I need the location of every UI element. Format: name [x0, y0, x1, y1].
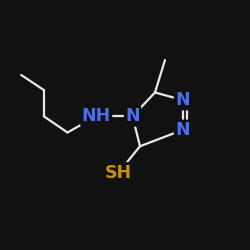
Text: N: N — [125, 107, 140, 125]
Text: N: N — [175, 91, 190, 109]
Text: SH: SH — [105, 164, 132, 182]
Text: N: N — [175, 121, 190, 139]
Text: NH: NH — [82, 107, 111, 125]
